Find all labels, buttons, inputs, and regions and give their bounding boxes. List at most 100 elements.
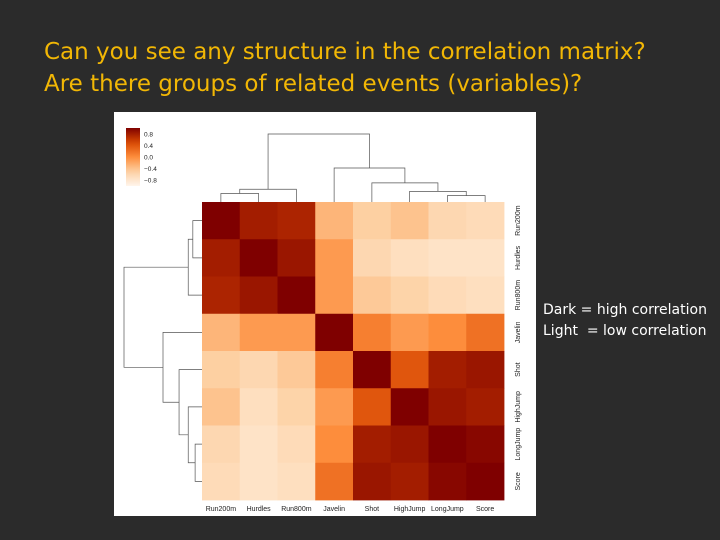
heatmap-cell-Shot-Shot xyxy=(353,351,392,389)
heatmap-cell-Javelin-Javelin xyxy=(315,313,354,352)
heatmap-cell-Shot-LongJump xyxy=(428,351,467,389)
heatmap-cell-HighJump-Shot xyxy=(353,388,392,426)
heatmap-cell-Hurdles-Shot xyxy=(353,239,392,277)
row-dendrogram-link-6 xyxy=(123,266,189,368)
heatmap-cell-Run800m-Shot xyxy=(353,276,392,315)
col-dendrogram-link-1 xyxy=(239,188,297,202)
heatmap-cell-LongJump-Hurdles xyxy=(239,425,278,464)
heatmap-cell-Run800m-Hurdles xyxy=(239,276,278,315)
heatmap-cell-Hurdles-Run800m xyxy=(277,239,316,277)
heatmap-cell-Shot-Run800m xyxy=(277,351,316,389)
slide-title: Can you see any structure in the correla… xyxy=(44,36,704,100)
heatmap-cell-Javelin-HighJump xyxy=(390,313,429,352)
slide-title-line-2: Are there groups of related events (vari… xyxy=(44,71,583,97)
col-label-Run200m: Run200m xyxy=(206,506,237,513)
colorbar-tick-label: −0.4 xyxy=(144,166,157,173)
colorbar-tick-label: −0.8 xyxy=(144,178,157,185)
note-light: Light = low correlation xyxy=(543,323,707,339)
row-label-Shot: Shot xyxy=(515,362,522,376)
heatmap-cell-Javelin-Hurdles xyxy=(239,313,278,352)
colorbar-tick-label: 0.0 xyxy=(144,155,153,162)
heatmap-cell-Javelin-LongJump xyxy=(428,313,467,352)
heatmap-cell-Score-Run200m xyxy=(202,462,241,501)
colorbar-gradient xyxy=(126,128,140,186)
heatmap-cell-Run200m-Score xyxy=(466,202,505,240)
row-label-Run200m: Run200m xyxy=(515,205,522,236)
slide-title-line-1: Can you see any structure in the correla… xyxy=(44,39,646,65)
heatmap-cell-LongJump-HighJump xyxy=(390,425,429,464)
heatmap-cell-Score-Shot xyxy=(353,462,392,501)
col-label-Javelin: Javelin xyxy=(323,506,345,513)
heatmap-cell-Hurdles-LongJump xyxy=(428,239,467,277)
heatmap-cell-Shot-Score xyxy=(466,351,505,389)
heatmap-cell-Run200m-LongJump xyxy=(428,202,467,240)
heatmap-cell-Run800m-LongJump xyxy=(428,276,467,315)
heatmap-cell-HighJump-Run200m xyxy=(202,388,241,426)
heatmap-cell-Shot-Hurdles xyxy=(239,351,278,389)
row-label-Hurdles: Hurdles xyxy=(515,245,522,270)
heatmap-cell-LongJump-Run800m xyxy=(277,425,316,464)
heatmap-cell-Run800m-Run200m xyxy=(202,276,241,315)
clustermap-svg: Run200m Hurdles Run800m Javelin Shot HighJump… xyxy=(123,128,522,513)
heatmap-cell-Run200m-Javelin xyxy=(315,202,354,240)
colorbar-tick-label: 0.8 xyxy=(144,131,153,138)
col-label-Score: Score xyxy=(476,506,494,513)
row-dendrogram-link-4 xyxy=(178,369,202,436)
heatmap-cell-Run200m-Shot xyxy=(353,202,392,240)
heatmap-cell-LongJump-Score xyxy=(466,425,505,464)
col-dendrogram-link-3 xyxy=(409,191,467,202)
col-dendrogram-link-5 xyxy=(333,167,406,202)
heatmap-cell-Run200m-Run800m xyxy=(277,202,316,240)
heatmap-cell-Javelin-Shot xyxy=(353,313,392,352)
heatmap-cell-LongJump-LongJump xyxy=(428,425,467,464)
heatmap-cell-HighJump-Run800m xyxy=(277,388,316,426)
heatmap-cell-LongJump-Shot xyxy=(353,425,392,464)
row-dendrogram-link-3 xyxy=(187,406,202,464)
heatmap-cell-Hurdles-Run200m xyxy=(202,239,241,277)
col-dendrogram-link-4 xyxy=(371,182,439,202)
heatmap-cell-Run800m-HighJump xyxy=(390,276,429,315)
heatmap-cell-HighJump-Score xyxy=(466,388,505,426)
row-dendrogram-link-0 xyxy=(192,220,202,259)
heatmap-cell-LongJump-Run200m xyxy=(202,425,241,464)
heatmap-cell-Javelin-Run800m xyxy=(277,313,316,352)
col-label-LongJump: LongJump xyxy=(431,506,464,513)
heatmap-cell-Shot-HighJump xyxy=(390,351,429,389)
heatmap-cell-Hurdles-Hurdles xyxy=(239,239,278,277)
heatmap-cell-Run200m-HighJump xyxy=(390,202,429,240)
col-dendrogram-link-6 xyxy=(267,133,370,190)
heatmap-cell-Run200m-Hurdles xyxy=(239,202,278,240)
row-label-Javelin: Javelin xyxy=(515,321,522,343)
heatmap-cell-HighJump-LongJump xyxy=(428,388,467,426)
heatmap-cell-Score-Javelin xyxy=(315,462,354,501)
heatmap-cell-Score-LongJump xyxy=(428,462,467,501)
col-dendrogram-link-2 xyxy=(447,195,486,202)
row-dendrogram-link-1 xyxy=(187,238,202,296)
row-label-HighJump: HighJump xyxy=(515,391,522,423)
heatmap-cell-HighJump-Hurdles xyxy=(239,388,278,426)
heatmap-cell-Score-Score xyxy=(466,462,505,501)
heatmap-cell-Javelin-Score xyxy=(466,313,505,352)
heatmap-cell-Score-Hurdles xyxy=(239,462,278,501)
row-dendrogram-link-2 xyxy=(194,443,202,482)
colorbar-tick-label: 0.4 xyxy=(144,143,153,150)
heatmap-cell-Javelin-Run200m xyxy=(202,313,241,352)
heatmap-cell-Score-HighJump xyxy=(390,462,429,501)
col-label-HighJump: HighJump xyxy=(394,506,426,513)
row-dendrogram-link-5 xyxy=(162,332,202,403)
note-dark: Dark = high correlation xyxy=(543,302,707,318)
row-label-Score: Score xyxy=(515,472,522,490)
heatmap-cell-Hurdles-Score xyxy=(466,239,505,277)
row-label-Run800m: Run800m xyxy=(515,280,522,311)
heatmap-cell-Run200m-Run200m xyxy=(202,202,241,240)
col-dendrogram-link-0 xyxy=(220,193,259,202)
col-label-Run800m: Run800m xyxy=(281,506,312,513)
heatmap-cell-HighJump-HighJump xyxy=(390,388,429,426)
col-label-Hurdles: Hurdles xyxy=(247,506,272,513)
heatmap-cell-Score-Run800m xyxy=(277,462,316,501)
heatmap-cell-Run800m-Javelin xyxy=(315,276,354,315)
heatmap-cell-Run800m-Run800m xyxy=(277,276,316,315)
heatmap-cell-Hurdles-HighJump xyxy=(390,239,429,277)
heatmap-cell-Shot-Run200m xyxy=(202,351,241,389)
heatmap-cell-LongJump-Javelin xyxy=(315,425,354,464)
